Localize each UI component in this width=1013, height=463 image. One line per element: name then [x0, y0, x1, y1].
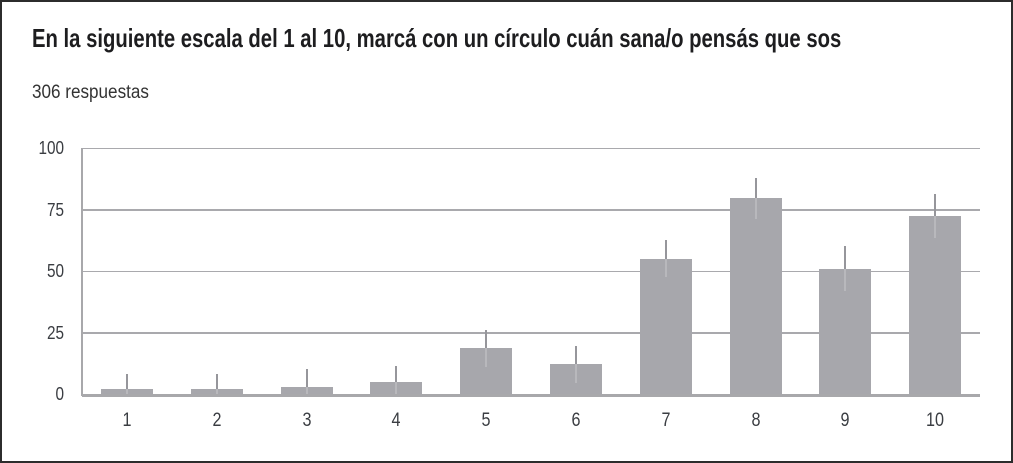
x-axis-label: 8 — [750, 410, 760, 431]
x-axis-label: 4 — [391, 410, 401, 431]
x-axis-baseline — [82, 394, 980, 397]
error-whisker-inner — [934, 215, 937, 238]
gridline — [82, 270, 980, 272]
x-axis-label: 6 — [571, 410, 581, 431]
question-title: En la siguiente escala del 1 al 10, marc… — [32, 23, 842, 53]
gridline — [82, 209, 980, 211]
error-whisker — [485, 330, 488, 349]
x-axis-label: 10 — [926, 410, 945, 431]
y-axis-label: 25 — [46, 322, 64, 343]
y-axis-label: 0 — [55, 384, 64, 404]
y-axis-label: 75 — [46, 199, 64, 220]
error-whisker-inner — [125, 389, 128, 394]
error-whisker — [574, 346, 577, 365]
x-axis-label: 9 — [840, 410, 850, 431]
bar — [639, 258, 692, 394]
error-whisker — [664, 240, 667, 259]
error-whisker — [844, 246, 847, 269]
error-whisker-inner — [395, 381, 398, 394]
x-axis-label: 7 — [661, 410, 671, 431]
bar — [909, 215, 962, 394]
error-whisker-inner — [215, 389, 218, 394]
y-axis-line — [81, 148, 83, 396]
error-whisker — [125, 374, 128, 390]
error-whisker — [395, 365, 398, 382]
bar — [729, 198, 782, 394]
x-axis-label: 1 — [122, 410, 132, 431]
responses-count: 306 respuestas — [32, 82, 149, 103]
gridline — [82, 332, 980, 334]
y-axis-label: 50 — [46, 261, 64, 281]
gridline — [82, 147, 980, 149]
error-whisker-inner — [664, 258, 667, 278]
error-whisker-inner — [754, 198, 757, 220]
error-whisker-inner — [305, 386, 308, 394]
y-axis-label: 100 — [38, 138, 64, 158]
error-whisker-inner — [574, 364, 577, 383]
error-whisker — [215, 374, 218, 390]
error-whisker — [305, 369, 308, 387]
error-whisker-inner — [844, 268, 847, 291]
error-whisker — [934, 193, 937, 216]
error-whisker — [754, 177, 757, 199]
x-axis-label: 3 — [301, 410, 311, 431]
error-whisker-inner — [485, 348, 488, 367]
x-axis-label: 5 — [481, 410, 491, 431]
x-axis-label: 2 — [212, 410, 222, 431]
